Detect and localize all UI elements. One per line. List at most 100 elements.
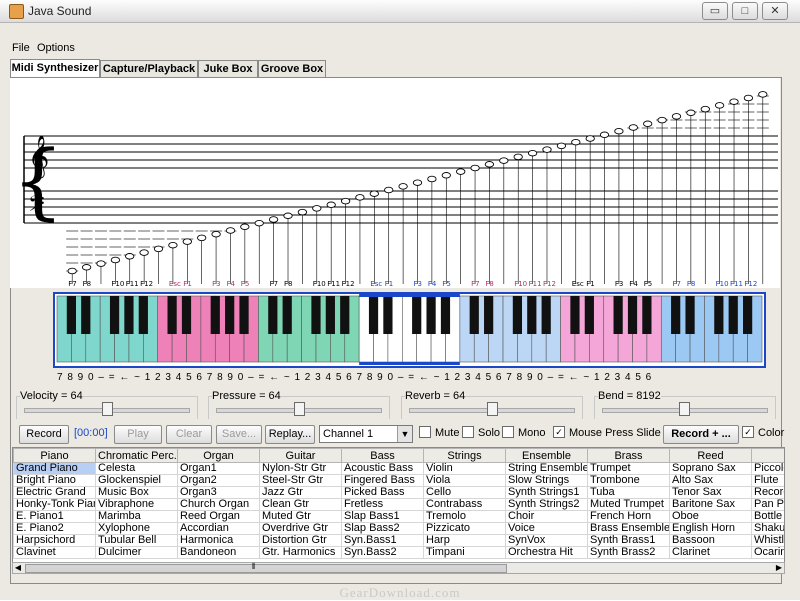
- column-header[interactable]: Pipe: [751, 448, 784, 463]
- black-key[interactable]: [311, 296, 321, 334]
- bend-slider-thumb[interactable]: [679, 402, 690, 416]
- black-key[interactable]: [714, 296, 724, 334]
- instrument-cell[interactable]: Tuba: [587, 486, 670, 499]
- instrument-cell[interactable]: E. Piano2: [13, 522, 96, 535]
- instrument-cell[interactable]: Picked Bass: [341, 486, 424, 499]
- instrument-cell[interactable]: Tremolo: [423, 510, 506, 523]
- replay-button[interactable]: Replay...: [265, 425, 315, 444]
- instrument-cell[interactable]: Fingered Bass: [341, 474, 424, 487]
- instrument-cell[interactable]: Bottle Blow: [751, 510, 784, 523]
- instrument-cell[interactable]: Muted Trumpet: [587, 498, 670, 511]
- mute-checkbox[interactable]: Mute: [419, 426, 459, 440]
- instrument-cell[interactable]: Pan Pipes: [751, 498, 784, 511]
- pressure-slider-thumb[interactable]: [293, 402, 305, 416]
- column-header[interactable]: Ensemble: [505, 448, 588, 463]
- table-row[interactable]: Harpsichord Tubular Bell Harmonica Distorti…: [13, 534, 784, 547]
- instrument-cell[interactable]: Alto Sax: [669, 474, 752, 487]
- black-key[interactable]: [167, 296, 177, 334]
- instrument-cell[interactable]: Synth Strings1: [505, 486, 588, 499]
- mono-checkbox[interactable]: Mono: [502, 426, 546, 440]
- black-key[interactable]: [627, 296, 638, 334]
- black-key[interactable]: [383, 296, 393, 334]
- solo-checkbox[interactable]: Solo: [462, 426, 500, 440]
- instrument-cell[interactable]: Bassoon: [669, 534, 752, 547]
- instrument-cell[interactable]: Ocarina: [751, 546, 784, 559]
- piano-keyboard[interactable]: [53, 292, 766, 368]
- table-row[interactable]: E. Piano2 Xylophone Accordian Overdrive Gtr…: [13, 522, 784, 535]
- black-key[interactable]: [512, 296, 523, 334]
- instrument-cell[interactable]: Slap Bass2: [341, 522, 424, 535]
- instrument-cell[interactable]: Harpsichord: [13, 534, 96, 547]
- black-key[interactable]: [66, 296, 76, 334]
- black-key[interactable]: [340, 296, 350, 334]
- record-plus-button[interactable]: Record + ...: [663, 425, 739, 444]
- mono-checkbox-box[interactable]: [502, 426, 514, 439]
- instrument-cell[interactable]: Timpani: [423, 546, 506, 559]
- instrument-cell[interactable]: Choir: [505, 510, 588, 523]
- instrument-cell[interactable]: Organ3: [177, 486, 260, 499]
- black-key[interactable]: [743, 296, 753, 334]
- instrument-cell[interactable]: Recorder: [751, 486, 784, 499]
- instrument-cell[interactable]: Bandoneon: [177, 546, 260, 559]
- clear-button[interactable]: Clear: [166, 425, 212, 444]
- instrument-cell[interactable]: Music Box: [95, 486, 178, 499]
- minimize-button[interactable]: ▭: [702, 2, 728, 20]
- table-row[interactable]: Bright Piano Glockenspiel Organ2 Steel-Str …: [13, 474, 784, 487]
- channel-select[interactable]: Channel 1 ▼: [319, 425, 413, 443]
- table-row[interactable]: Grand Piano Celesta Organ1 Nylon-Str Gtr Aco…: [13, 462, 784, 475]
- instrument-cell[interactable]: Tubular Bell: [95, 534, 178, 547]
- black-key[interactable]: [570, 296, 580, 334]
- column-header[interactable]: Reed: [669, 448, 752, 463]
- instrument-cell[interactable]: Clean Gtr: [259, 498, 342, 511]
- table-row[interactable]: Electric Grand Music Box Organ3 Jazz Gtr Pic…: [13, 486, 784, 499]
- column-header[interactable]: Piano: [13, 448, 96, 463]
- black-key[interactable]: [109, 296, 120, 334]
- black-key[interactable]: [613, 296, 623, 334]
- tab-juke-box[interactable]: Juke Box: [198, 60, 258, 77]
- instrument-cell[interactable]: Slap Bass1: [341, 510, 424, 523]
- maximize-button[interactable]: □: [732, 2, 758, 20]
- velocity-slider-thumb[interactable]: [101, 402, 113, 416]
- instrument-cell[interactable]: Electric Grand: [13, 486, 96, 499]
- black-key[interactable]: [728, 296, 738, 334]
- instrument-cell[interactable]: Voice: [505, 522, 588, 535]
- instrument-cell[interactable]: Contrabass: [423, 498, 506, 511]
- instrument-cell[interactable]: Baritone Sax: [669, 498, 752, 511]
- instrument-cell[interactable]: Syn.Bass2: [341, 546, 424, 559]
- black-key[interactable]: [124, 296, 134, 334]
- color-check-icon[interactable]: ✓: [742, 426, 754, 439]
- close-button[interactable]: ✕: [762, 2, 788, 20]
- table-row[interactable]: E. Piano1 Marimba Reed Organ Muted Gtr Slap …: [13, 510, 784, 523]
- tab-midi-synthesizer[interactable]: Midi Synthesizer: [10, 59, 100, 78]
- instrument-cell[interactable]: Whistle: [751, 534, 784, 547]
- instrument-cell[interactable]: Glockenspiel: [95, 474, 178, 487]
- instrument-cell[interactable]: Synth Brass2: [587, 546, 670, 559]
- instrument-cell[interactable]: Brass Ensemble: [587, 522, 670, 535]
- instrument-cell[interactable]: Viola: [423, 474, 506, 487]
- black-key[interactable]: [210, 296, 220, 334]
- tab-groove-box[interactable]: Groove Box: [258, 60, 326, 77]
- column-header[interactable]: Organ: [177, 448, 260, 463]
- instrument-cell[interactable]: Honky-Tonk Piano: [13, 498, 96, 511]
- reverb-slider-thumb[interactable]: [486, 402, 498, 416]
- instrument-cell[interactable]: Clavinet: [13, 546, 96, 559]
- black-key[interactable]: [368, 296, 379, 334]
- black-key[interactable]: [81, 296, 91, 334]
- column-header[interactable]: Chromatic Perc.: [95, 448, 178, 463]
- instrument-cell[interactable]: Vibraphone: [95, 498, 178, 511]
- horizontal-scrollbar[interactable]: ◀ ⦀ ▶: [12, 562, 785, 574]
- instrument-cell[interactable]: Gtr. Harmonics: [259, 546, 342, 559]
- scroll-left-icon[interactable]: ◀: [14, 563, 22, 572]
- instrument-cell[interactable]: Violin: [423, 462, 506, 475]
- instrument-cell[interactable]: Syn.Bass1: [341, 534, 424, 547]
- instrument-cell[interactable]: Marimba: [95, 510, 178, 523]
- instrument-cell[interactable]: Oboe: [669, 510, 752, 523]
- black-key[interactable]: [239, 296, 249, 334]
- instrument-cell[interactable]: SynVox: [505, 534, 588, 547]
- scroll-right-icon[interactable]: ▶: [775, 563, 783, 572]
- instrument-cell[interactable]: Nylon-Str Gtr: [259, 462, 342, 475]
- mute-checkbox-box[interactable]: [419, 426, 431, 439]
- black-key[interactable]: [541, 296, 551, 334]
- black-key[interactable]: [225, 296, 235, 334]
- record-button[interactable]: Record: [19, 425, 69, 444]
